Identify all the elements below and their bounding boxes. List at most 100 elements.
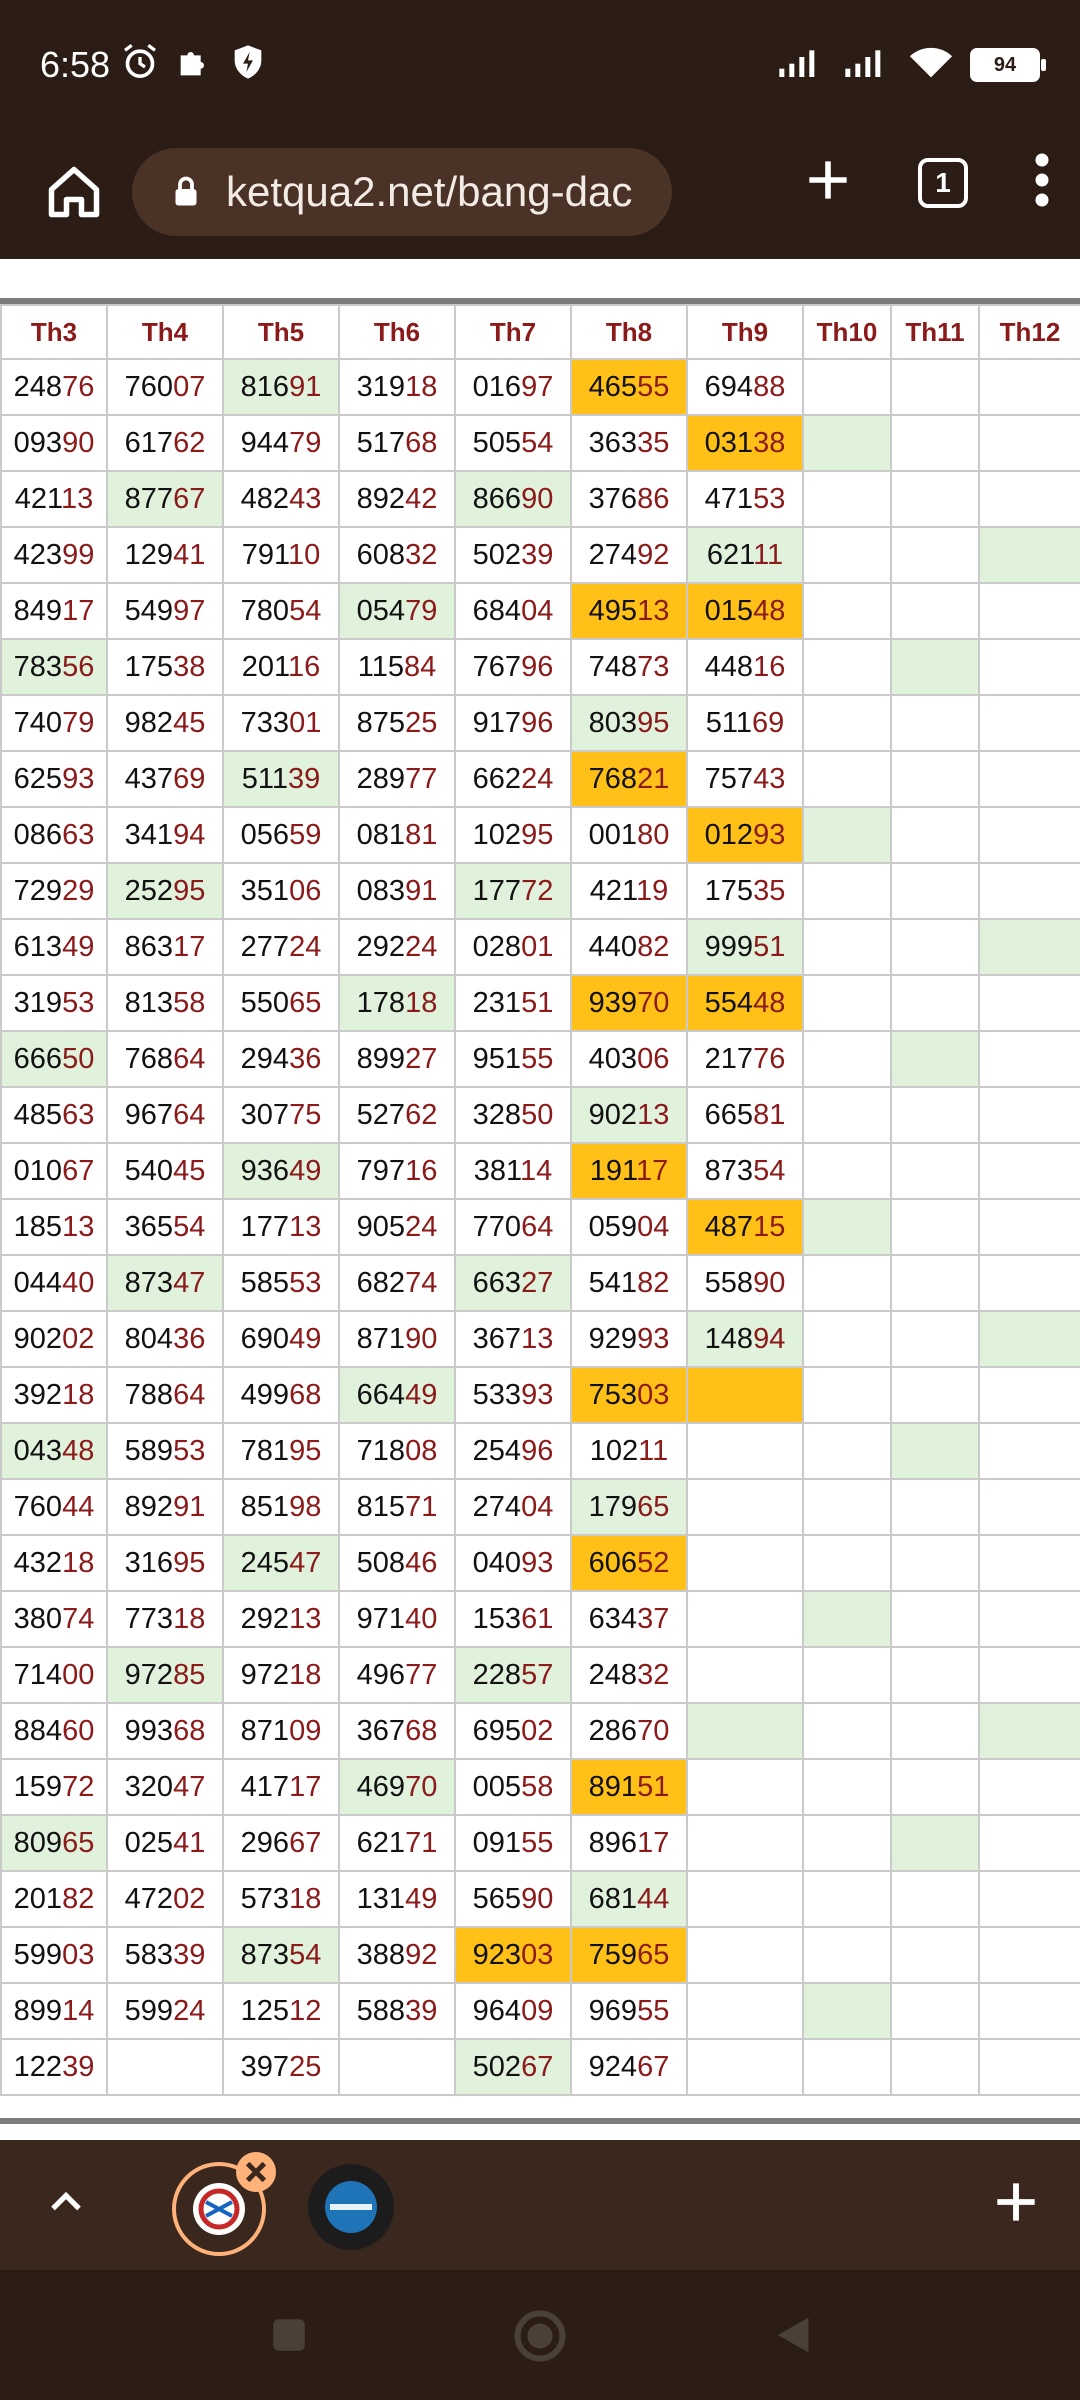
result-tail-digits: 51	[521, 986, 554, 1019]
result-cell	[978, 2038, 1080, 2096]
result-head-digits: 131	[356, 1882, 406, 1915]
result-head-digits: 951	[472, 1042, 522, 1075]
result-head-digits: 031	[704, 426, 754, 459]
result-head-digits: 496	[356, 1658, 406, 1691]
recents-button[interactable]	[268, 2314, 310, 2361]
result-cell: 97285	[106, 1646, 224, 1704]
new-tab-button[interactable]	[800, 152, 856, 213]
result-head-digits: 665	[704, 1098, 754, 1131]
back-button[interactable]	[770, 2310, 816, 2365]
result-cell	[978, 862, 1080, 920]
menu-button[interactable]	[1030, 150, 1054, 215]
result-head-digits: 508	[356, 1546, 406, 1579]
result-cell: 42113	[0, 470, 108, 528]
result-tail-digits: 53	[173, 1434, 206, 1467]
result-head-digits: 093	[13, 426, 63, 459]
result-head-digits: 367	[356, 1714, 406, 1747]
result-cell	[978, 974, 1080, 1032]
url-field[interactable]: ketqua2.net/bang-dac	[132, 148, 672, 236]
result-cell: 27492	[570, 526, 688, 584]
tab-switcher-button[interactable]: 1	[918, 157, 968, 208]
result-cell: 40306	[570, 1030, 688, 1088]
result-tail-digits: 44	[62, 1490, 95, 1523]
result-cell: 50239	[454, 526, 572, 584]
result-tail-digits: 54	[289, 594, 322, 627]
result-cell: 00180	[570, 806, 688, 864]
result-cell: 96409	[454, 1982, 572, 2040]
result-cell: 58953	[106, 1422, 224, 1480]
result-head-digits: 153	[472, 1602, 522, 1635]
result-cell: 24876	[0, 358, 108, 416]
result-head-digits: 015	[704, 594, 754, 627]
result-tail-digits: 09	[289, 1714, 322, 1747]
result-cell: 75303	[570, 1366, 688, 1424]
result-head-digits: 896	[588, 1826, 638, 1859]
result-cell	[686, 1870, 804, 1928]
result-cell: 53393	[454, 1366, 572, 1424]
tab-app-1[interactable]	[172, 2162, 266, 2256]
result-head-digits: 585	[240, 1266, 290, 1299]
result-tail-digits: 94	[753, 1322, 786, 1355]
result-cell: 04348	[0, 1422, 108, 1480]
tab-app-2[interactable]	[308, 2164, 394, 2250]
result-head-digits: 788	[124, 1378, 174, 1411]
result-cell: 12239	[0, 2038, 108, 2096]
result-cell: 01293	[686, 806, 804, 864]
home-nav-button[interactable]	[510, 2306, 570, 2371]
result-tail-digits: 48	[753, 986, 786, 1019]
result-head-digits: 012	[704, 818, 754, 851]
result-cell	[890, 750, 980, 808]
result-head-digits: 815	[356, 1490, 406, 1523]
result-cell: 47202	[106, 1870, 224, 1928]
close-icon	[245, 2161, 267, 2183]
result-cell	[978, 1478, 1080, 1536]
table-row: 38074 77318 29213 97140 15361 63437	[0, 1590, 1080, 1648]
result-cell: 62593	[0, 750, 108, 808]
result-cell: 25295	[106, 862, 224, 920]
close-tab-button[interactable]	[236, 2152, 276, 2192]
new-tab-group-button[interactable]	[984, 2170, 1048, 2239]
result-head-digits: 891	[588, 1770, 638, 1803]
result-head-digits: 884	[13, 1714, 63, 1747]
result-head-digits: 873	[124, 1266, 174, 1299]
result-head-digits: 781	[240, 1434, 290, 1467]
result-head-digits: 397	[240, 2050, 290, 2083]
result-cell: 17535	[686, 862, 804, 920]
result-cell: 00558	[454, 1758, 572, 1816]
result-cell	[802, 1142, 892, 1200]
result-tail-digits: 97	[521, 370, 554, 403]
result-cell	[890, 1366, 980, 1424]
result-head-digits: 417	[240, 1770, 290, 1803]
result-cell	[802, 694, 892, 752]
result-tail-digits: 13	[60, 482, 94, 515]
circle-icon	[514, 2310, 566, 2362]
result-cell	[802, 1646, 892, 1704]
result-cell: 76821	[570, 750, 688, 808]
result-cell: 61349	[0, 918, 108, 976]
result-head-digits: 866	[472, 482, 522, 515]
chevron-up-button[interactable]	[40, 2176, 92, 2233]
result-head-digits: 423	[13, 538, 63, 571]
result-head-digits: 768	[588, 762, 638, 795]
result-cell: 90524	[338, 1198, 456, 1256]
result-cell: 66224	[454, 750, 572, 808]
result-cell: 30775	[222, 1086, 340, 1144]
result-cell: 99951	[686, 918, 804, 976]
result-head-digits: 328	[472, 1098, 522, 1131]
result-tail-digits: 18	[405, 370, 438, 403]
result-tail-digits: 14	[519, 1154, 553, 1187]
result-head-digits: 487	[704, 1210, 754, 1243]
result-tail-digits: 13	[521, 1322, 554, 1355]
result-head-digits: 851	[240, 1490, 290, 1523]
result-cell	[978, 470, 1080, 528]
result-tail-digits: 39	[173, 1938, 206, 1971]
result-cell: 36768	[338, 1702, 456, 1760]
home-button[interactable]	[36, 154, 112, 230]
result-cell: 90213	[570, 1086, 688, 1144]
table-row: 48563 96764 30775 52762 32850 90213 66581	[0, 1086, 1080, 1144]
result-cell: 05659	[222, 806, 340, 864]
result-cell	[890, 638, 980, 696]
result-cell	[802, 1870, 892, 1928]
column-header: Th11	[890, 304, 980, 360]
result-cell	[802, 1086, 892, 1144]
